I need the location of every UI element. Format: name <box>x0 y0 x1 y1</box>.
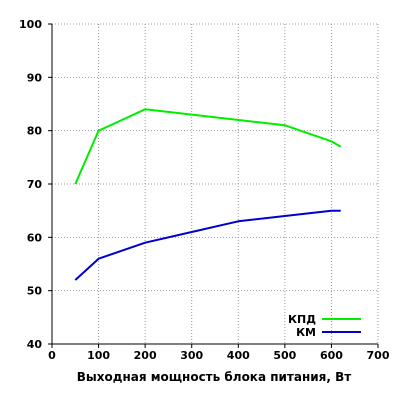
axes <box>48 23 379 348</box>
x-tick-label: 400 <box>227 349 250 362</box>
x-tick-label: 100 <box>87 349 110 362</box>
y-tick-label: 40 <box>27 338 43 351</box>
legend-label-2: КМ <box>296 326 316 339</box>
legend-label-1: КПД <box>288 313 316 326</box>
tick-labels: 0 100 200 300 400 500 600 700 40 50 60 70 80 90 100 <box>19 18 390 362</box>
x-tick-label: 0 <box>48 349 56 362</box>
x-axis-title: Выходная мощность блока питания, Вт <box>77 370 352 384</box>
y-tick-label: 100 <box>19 18 42 31</box>
series-line-2 <box>74 209 341 281</box>
x-tick-label: 200 <box>134 349 157 362</box>
y-tick-label: 70 <box>27 178 43 191</box>
series-line-1 <box>74 108 342 185</box>
y-tick-label: 60 <box>27 231 43 244</box>
y-tick-label: 90 <box>27 71 43 84</box>
y-tick-label: 80 <box>27 125 43 138</box>
x-tick-label: 500 <box>273 349 296 362</box>
x-tick-label: 300 <box>180 349 203 362</box>
x-tick-label: 600 <box>320 349 343 362</box>
x-tick-label: 700 <box>367 349 390 362</box>
y-tick-label: 50 <box>27 285 43 298</box>
grid <box>52 23 379 344</box>
series-lines <box>74 108 342 281</box>
